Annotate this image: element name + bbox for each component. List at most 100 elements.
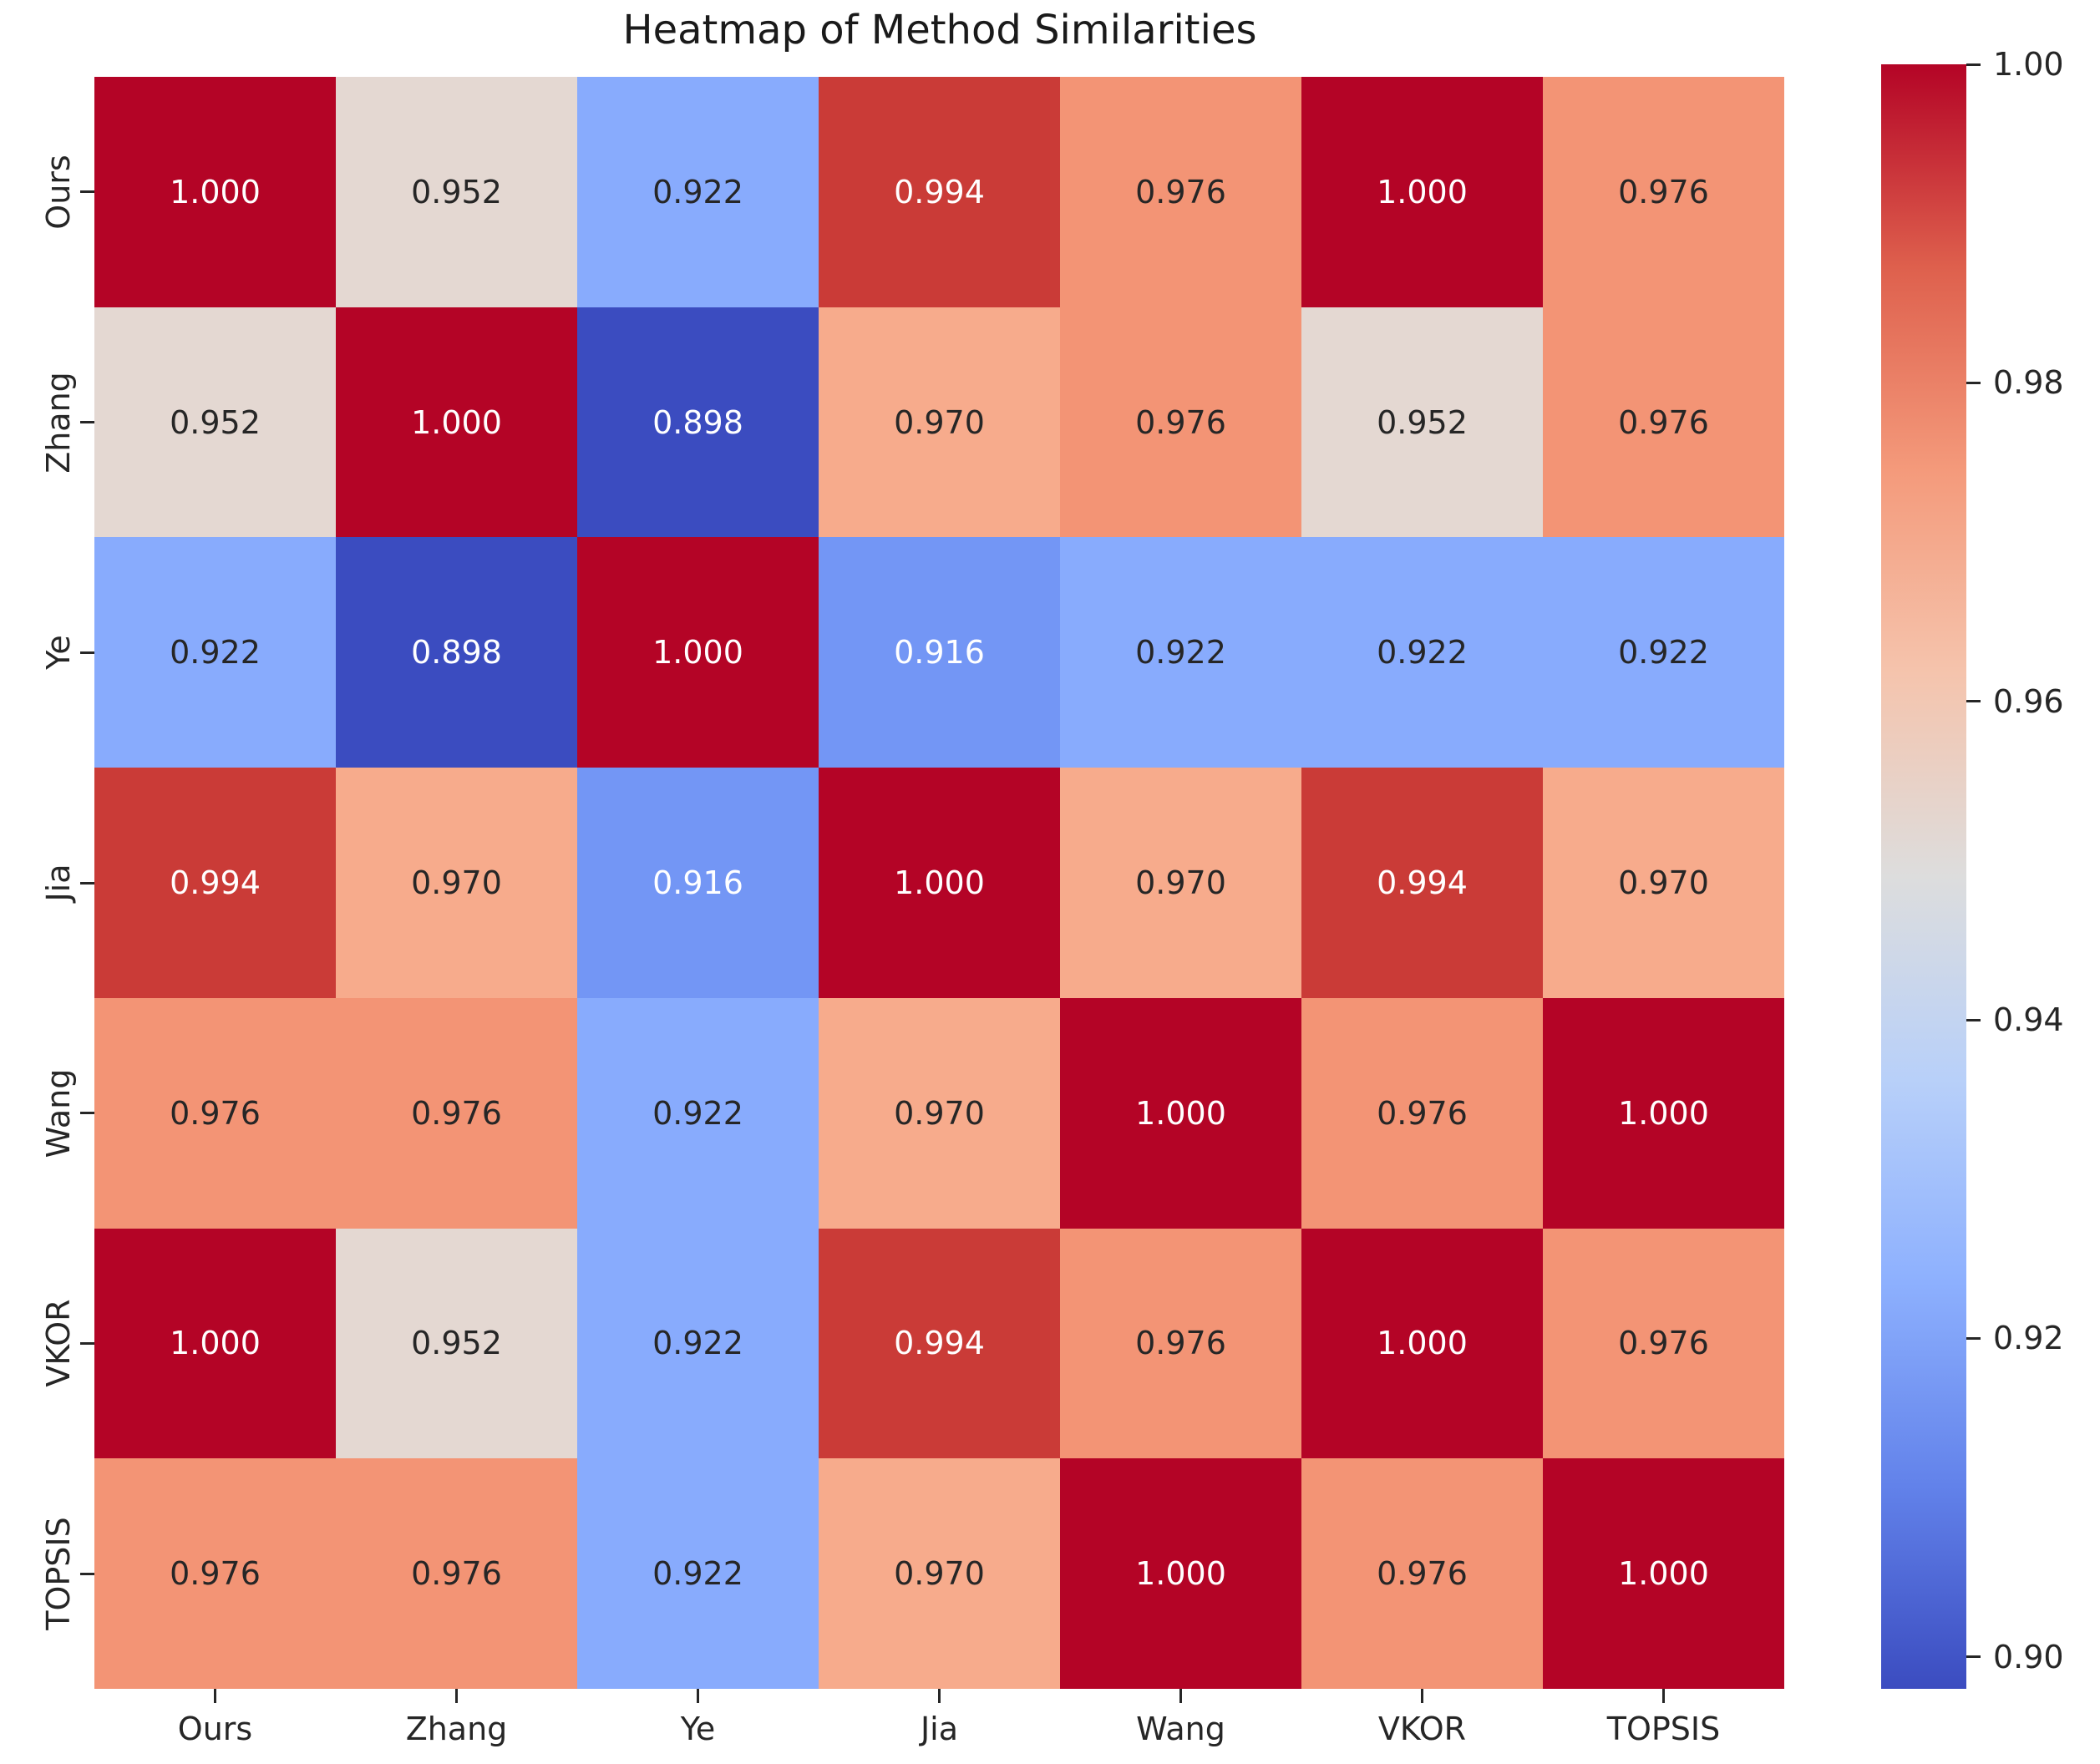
heatmap-cell-ours-ye: 0.922 xyxy=(577,77,819,307)
x-tick-label-topsis: TOPSIS xyxy=(1606,1711,1721,1747)
heatmap-cell-jia-zhang: 0.970 xyxy=(336,768,577,998)
cell-value: 0.976 xyxy=(170,1094,261,1132)
cell-value: 0.976 xyxy=(1618,173,1709,210)
chart-title: Heatmap of Method Similarities xyxy=(622,7,1257,53)
y-tick-label-zhang: Zhang xyxy=(40,371,77,474)
heatmap-cell-wang-vkor: 0.976 xyxy=(1301,997,1543,1229)
cell-value: 0.976 xyxy=(411,1555,502,1593)
heatmap-cell-vkor-ours: 1.000 xyxy=(94,1228,336,1459)
x-tick-label-jia: Jia xyxy=(920,1711,959,1747)
y-tick-label-ye: Ye xyxy=(40,635,77,671)
y-tick-mark xyxy=(80,881,94,885)
cell-value: 0.976 xyxy=(1377,1094,1468,1132)
cell-value: 0.952 xyxy=(411,1325,502,1362)
y-tick-mark xyxy=(80,1341,94,1345)
x-tick-mark xyxy=(1662,1689,1665,1703)
colorbar xyxy=(1881,64,1966,1689)
heatmap-cell-vkor-ye: 0.922 xyxy=(577,1228,819,1459)
x-tick-mark xyxy=(455,1689,458,1703)
heatmap-cell-zhang-jia: 0.970 xyxy=(819,307,1060,538)
heatmap-cell-ours-topsis: 0.976 xyxy=(1543,77,1784,307)
y-tick-label-vkor: VKOR xyxy=(40,1299,77,1387)
cell-value: 0.898 xyxy=(652,403,743,441)
heatmap-cell-wang-jia: 0.970 xyxy=(819,997,1060,1229)
y-tick-mark xyxy=(80,421,94,424)
cell-value: 0.976 xyxy=(1135,173,1226,210)
heatmap-cell-ours-wang: 0.976 xyxy=(1060,77,1301,307)
cell-value: 0.994 xyxy=(894,1325,985,1362)
cell-value: 0.922 xyxy=(652,1094,743,1132)
cell-value: 0.994 xyxy=(1377,864,1468,901)
heatmap-cell-ye-vkor: 0.922 xyxy=(1301,537,1543,768)
y-tick-label-jia: Jia xyxy=(40,864,77,902)
heatmap-cell-ye-ours: 0.922 xyxy=(94,537,336,768)
x-tick-mark xyxy=(1421,1689,1423,1703)
heatmap-cell-topsis-jia: 0.970 xyxy=(819,1458,1060,1689)
heatmap-cell-vkor-topsis: 0.976 xyxy=(1543,1228,1784,1459)
cell-value: 1.000 xyxy=(1377,173,1468,210)
cell-value: 0.976 xyxy=(1618,403,1709,441)
cell-value: 1.000 xyxy=(652,634,743,672)
heatmap-cell-ours-ours: 1.000 xyxy=(94,77,336,307)
heatmap-cell-vkor-zhang: 0.952 xyxy=(336,1228,577,1459)
cell-value: 0.922 xyxy=(652,173,743,210)
cell-value: 0.922 xyxy=(1618,634,1709,672)
x-tick-mark xyxy=(1179,1689,1182,1703)
heatmap-cell-vkor-vkor: 1.000 xyxy=(1301,1228,1543,1459)
cell-value: 1.000 xyxy=(894,864,985,901)
heatmap-cell-topsis-wang: 1.000 xyxy=(1060,1458,1301,1689)
cell-value: 0.970 xyxy=(1135,864,1226,901)
cell-value: 0.922 xyxy=(652,1325,743,1362)
heatmap-cell-zhang-topsis: 0.976 xyxy=(1543,307,1784,538)
heatmap-cell-ye-jia: 0.916 xyxy=(819,537,1060,768)
heatmap-cell-zhang-ours: 0.952 xyxy=(94,307,336,538)
cell-value: 0.976 xyxy=(1135,403,1226,441)
cell-value: 0.952 xyxy=(411,173,502,210)
cell-value: 0.976 xyxy=(170,1555,261,1593)
heatmap-cell-wang-zhang: 0.976 xyxy=(336,997,577,1229)
heatmap-cell-topsis-ours: 0.976 xyxy=(94,1458,336,1689)
heatmap-cell-ye-wang: 0.922 xyxy=(1060,537,1301,768)
cell-value: 0.976 xyxy=(1377,1555,1468,1593)
heatmap-cell-ye-topsis: 0.922 xyxy=(1543,537,1784,768)
heatmap-cell-zhang-zhang: 1.000 xyxy=(336,307,577,538)
colorbar-tick-label: 0.96 xyxy=(1993,682,2064,720)
heatmap-grid: 1.000 0.952 0.922 0.994 0.976 1.000 0.976 0.952… xyxy=(94,77,1784,1689)
heatmap-cell-wang-topsis: 1.000 xyxy=(1543,997,1784,1229)
colorbar-tick-mark xyxy=(1966,381,1981,384)
y-tick-mark xyxy=(80,190,94,194)
heatmap-cell-jia-jia: 1.000 xyxy=(819,768,1060,998)
heatmap-cell-ye-ye: 1.000 xyxy=(577,537,819,768)
heatmap-cell-topsis-ye: 0.922 xyxy=(577,1458,819,1689)
y-tick-label-ours: Ours xyxy=(40,155,77,230)
cell-value: 0.976 xyxy=(1135,1325,1226,1362)
x-tick-label-vkor: VKOR xyxy=(1377,1711,1467,1747)
cell-value: 0.994 xyxy=(894,173,985,210)
cell-value: 1.000 xyxy=(1618,1094,1709,1132)
cell-value: 1.000 xyxy=(1618,1555,1709,1593)
cell-value: 0.970 xyxy=(1618,864,1709,901)
cell-value: 0.970 xyxy=(894,1555,985,1593)
cell-value: 1.000 xyxy=(170,173,261,210)
heatmap-cell-vkor-wang: 0.976 xyxy=(1060,1228,1301,1459)
heatmap-cell-wang-ye: 0.922 xyxy=(577,997,819,1229)
heatmap-cell-wang-wang: 1.000 xyxy=(1060,997,1301,1229)
y-tick-mark xyxy=(80,1112,94,1115)
cell-value: 0.898 xyxy=(411,634,502,672)
y-tick-mark xyxy=(80,1572,94,1575)
heatmap-cell-zhang-vkor: 0.952 xyxy=(1301,307,1543,538)
colorbar-tick-mark xyxy=(1966,700,1981,703)
heatmap-cell-topsis-zhang: 0.976 xyxy=(336,1458,577,1689)
colorbar-tick-label: 1.00 xyxy=(1993,46,2064,83)
y-tick-mark xyxy=(80,651,94,654)
heatmap-cell-topsis-topsis: 1.000 xyxy=(1543,1458,1784,1689)
heatmap-cell-ours-vkor: 1.000 xyxy=(1301,77,1543,307)
cell-value: 0.952 xyxy=(170,403,261,441)
cell-value: 0.922 xyxy=(1377,634,1468,672)
heatmap-cell-ye-zhang: 0.898 xyxy=(336,537,577,768)
heatmap-cell-vkor-jia: 0.994 xyxy=(819,1228,1060,1459)
heatmap-cell-zhang-ye: 0.898 xyxy=(577,307,819,538)
heatmap-cell-ours-jia: 0.994 xyxy=(819,77,1060,307)
colorbar-tick-label: 0.90 xyxy=(1993,1638,2064,1675)
cell-value: 0.922 xyxy=(652,1555,743,1593)
